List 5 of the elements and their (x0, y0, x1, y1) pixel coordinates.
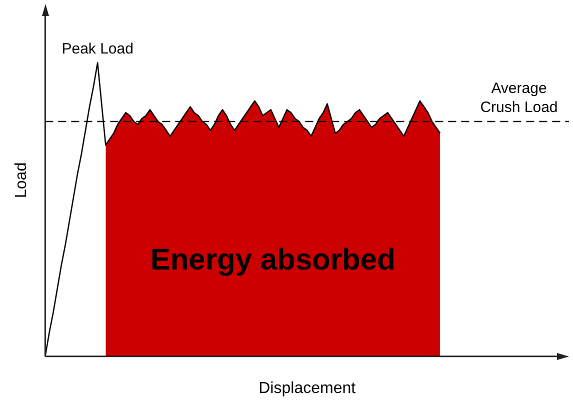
y-axis-title: Load (13, 162, 30, 198)
annotation: Peak Load (62, 40, 134, 58)
x-axis-title: Displacement (258, 380, 356, 397)
ref-line-label: Average Crush Load (480, 80, 558, 116)
annotation: Energy absorbed (150, 244, 396, 277)
